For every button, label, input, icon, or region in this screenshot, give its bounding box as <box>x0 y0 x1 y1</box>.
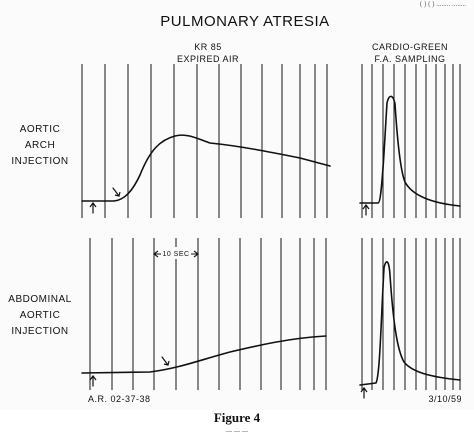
left-heading-line-2: EXPIRED AIR <box>177 54 239 64</box>
figure-svg: PULMONARY ATRESIA KR 85 EXPIRED AIR CARDIO-… <box>0 0 474 410</box>
figure-caption-text: ... ... ... <box>226 425 248 434</box>
figure-caption-label: Figure 4 <box>213 410 261 425</box>
curve-top-left <box>81 134 331 202</box>
curve-bottom-left <box>81 335 327 374</box>
arrow-appearance-top-left-shaft <box>112 187 120 197</box>
left-heading-line-1: KR 85 <box>194 42 222 52</box>
bottom-left-note: A.R. 02-37-38 <box>88 394 151 404</box>
bottom-right-note: 3/10/59 <box>428 394 462 404</box>
arrow-injection-top-right-head <box>362 204 370 210</box>
time-marker-label-bg <box>161 247 191 259</box>
arrow-appearance-top-left-head <box>114 191 121 197</box>
figure-title: PULMONARY ATRESIA <box>160 13 329 30</box>
row-label-top-1: AORTIC <box>20 124 61 135</box>
arrow-injection-top-left-head <box>89 202 97 208</box>
row-label-top-3: INJECTION <box>11 156 68 167</box>
figure-background <box>0 0 474 410</box>
time-marker-label: 10 SEC <box>162 251 189 258</box>
row-label-bottom-2: AORTIC <box>20 310 61 321</box>
row-label-bottom-1: ABDOMINAL <box>8 294 71 305</box>
page-header-text: ( ) ( ) ........ ........ <box>419 0 466 8</box>
time-marker-left-head <box>153 250 159 258</box>
arrow-appearance-bottom-left-head <box>163 360 170 366</box>
row-label-bottom-3: INJECTION <box>11 326 68 337</box>
arrow-appearance-bottom-left-shaft <box>161 356 169 366</box>
time-marker-right-head <box>193 250 199 258</box>
arrow-injection-bottom-left-head <box>89 375 97 381</box>
row-label-top-2: ARCH <box>25 140 55 151</box>
arrow-injection-bottom-right-head <box>360 387 368 393</box>
curve-bottom-right <box>359 261 461 386</box>
right-heading-line-1: CARDIO-GREEN <box>372 42 448 52</box>
curve-top-right <box>359 95 461 207</box>
right-heading-line-2: F.A. SAMPLING <box>374 54 445 64</box>
